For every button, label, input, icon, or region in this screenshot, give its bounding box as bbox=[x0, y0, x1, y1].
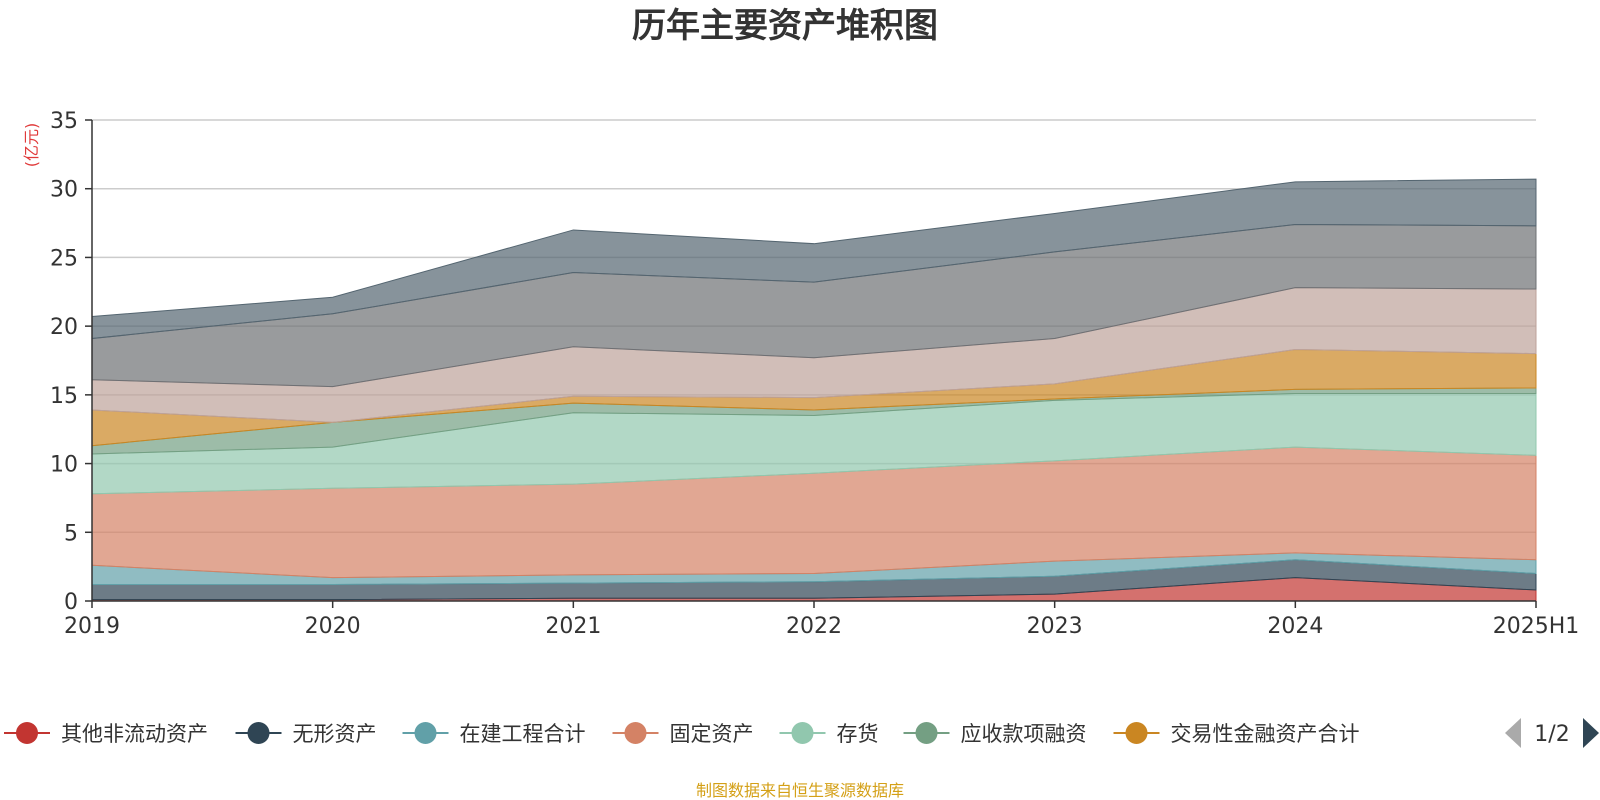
legend-item-7[interactable]: 交易性金融资产合计 bbox=[1113, 722, 1360, 746]
y-tick-label: 15 bbox=[50, 384, 78, 409]
legend-label: 应收款项融资 bbox=[961, 722, 1087, 746]
legend-page-indicator: 1/2 bbox=[1534, 722, 1569, 747]
legend-item-1[interactable]: 其他非流动资产 bbox=[4, 722, 208, 746]
area-series bbox=[91, 178, 1537, 602]
x-tick-label: 2024 bbox=[1267, 614, 1323, 639]
legend-marker-icon bbox=[791, 722, 814, 744]
x-tick-label: 2019 bbox=[64, 614, 120, 639]
y-tick-label: 10 bbox=[50, 453, 78, 478]
legend-item-2[interactable]: 无形资产 bbox=[235, 722, 377, 746]
y-tick-label: 30 bbox=[50, 178, 78, 203]
y-axis-unit: (亿元) bbox=[22, 123, 41, 168]
legend-label: 交易性金融资产合计 bbox=[1171, 722, 1360, 746]
x-tick-label: 2021 bbox=[545, 614, 601, 639]
legend: 其他非流动资产 无形资产 在建工程合计 固定资产 存货 应收款项融资 交易性金融资产合计 bbox=[4, 722, 1360, 746]
chart-title: 历年主要资产堆积图 bbox=[632, 6, 938, 46]
y-tick-label: 25 bbox=[50, 246, 78, 271]
x-tick-label: 2022 bbox=[786, 614, 842, 639]
legend-item-4[interactable]: 固定资产 bbox=[612, 722, 754, 746]
legend-pager: 1/2 bbox=[1505, 718, 1599, 748]
legend-label: 其他非流动资产 bbox=[61, 722, 208, 746]
axes: 0 5 10 15 20 25 30 35 2019 2020 2021 2022 2023 2024 20… bbox=[50, 109, 1579, 639]
x-tick-label: 2023 bbox=[1027, 614, 1083, 639]
y-tick-label: 35 bbox=[50, 109, 78, 134]
legend-label: 固定资产 bbox=[670, 722, 754, 746]
y-tick-label: 5 bbox=[64, 521, 78, 546]
legend-marker-icon bbox=[16, 722, 38, 744]
legend-marker-icon bbox=[1125, 722, 1148, 744]
data-source-note: 制图数据来自恒生聚源数据库 bbox=[696, 781, 904, 800]
legend-item-3[interactable]: 在建工程合计 bbox=[402, 722, 586, 746]
x-tick-label: 2025H1 bbox=[1493, 614, 1580, 639]
legend-marker-icon bbox=[414, 722, 437, 744]
legend-label: 无形资产 bbox=[293, 722, 377, 746]
legend-item-6[interactable]: 应收款项融资 bbox=[903, 722, 1087, 746]
y-tick-label: 20 bbox=[50, 315, 78, 340]
legend-next-icon[interactable] bbox=[1583, 718, 1599, 748]
legend-marker-icon bbox=[247, 722, 270, 744]
legend-prev-icon[interactable] bbox=[1505, 718, 1521, 748]
legend-marker-icon bbox=[915, 722, 938, 744]
legend-marker-icon bbox=[624, 722, 647, 744]
y-tick-label: 0 bbox=[64, 590, 78, 615]
x-tick-label: 2020 bbox=[305, 614, 361, 639]
legend-item-5[interactable]: 存货 bbox=[779, 722, 879, 746]
legend-label: 在建工程合计 bbox=[460, 722, 586, 746]
legend-label: 存货 bbox=[837, 722, 879, 746]
area-series-10 bbox=[91, 178, 1537, 340]
